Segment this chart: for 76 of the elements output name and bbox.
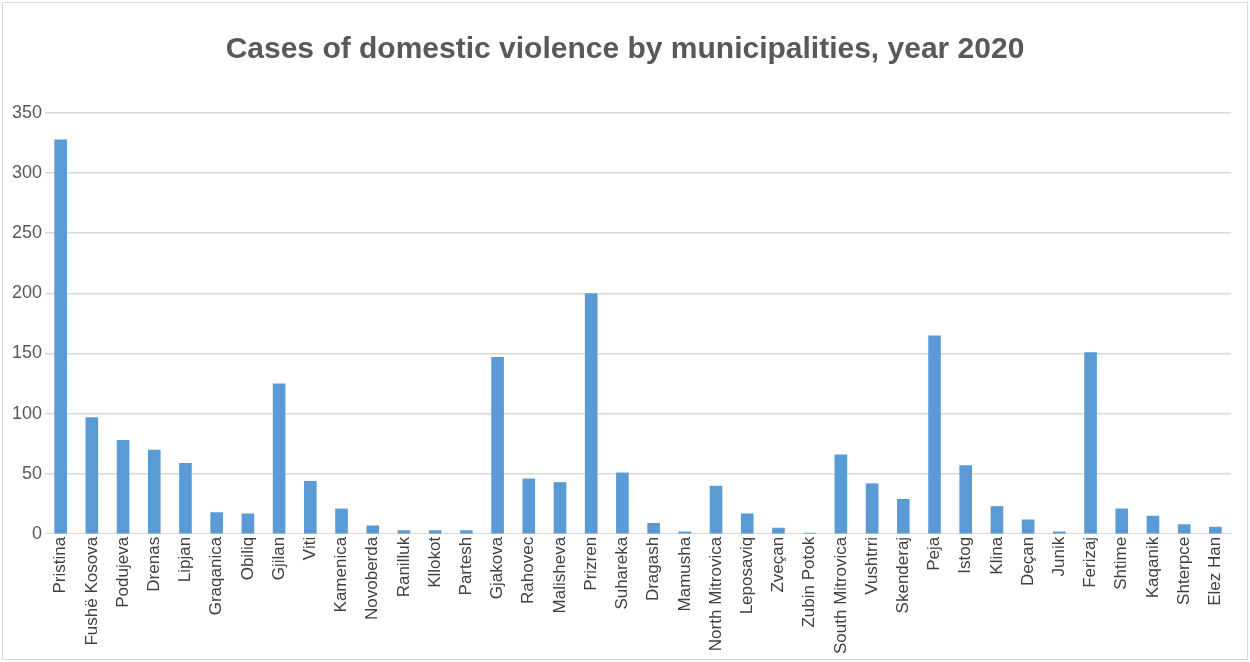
bar xyxy=(335,508,348,534)
x-tick-label: Kaqanik xyxy=(1142,536,1162,599)
x-tick-label: Zubin Potok xyxy=(799,536,819,628)
x-tick-label: Viti xyxy=(300,536,319,561)
x-tick-label: Novoberda xyxy=(362,536,382,621)
x-tick-label: Ferizaj xyxy=(1080,536,1100,588)
x-tick-label: Pristina xyxy=(50,536,70,594)
bar xyxy=(553,482,567,534)
x-tick-label: Zveçan xyxy=(768,536,788,593)
y-tick-label: 50 xyxy=(22,462,43,483)
x-tick-label: South Mitrovica xyxy=(830,536,850,655)
x-tick-label: Elez Han xyxy=(1205,536,1225,606)
bar xyxy=(1177,524,1191,534)
x-tick-label: Drenas xyxy=(143,536,163,592)
x-tick-label: Obiliq xyxy=(237,536,257,581)
bar xyxy=(959,465,973,534)
bar xyxy=(522,478,536,534)
x-tick-label: Deçan xyxy=(1017,536,1037,586)
x-tick-label: Kllokot xyxy=(424,536,444,588)
x-tick-label: Vushtrri xyxy=(861,536,881,595)
x-tick-label: Suhareka xyxy=(612,536,632,610)
y-tick-label: 100 xyxy=(11,402,43,423)
x-tick-label: Mamusha xyxy=(674,536,694,612)
x-tick-label: Rahovec xyxy=(518,536,538,604)
bar xyxy=(491,357,504,534)
y-tick-label: 250 xyxy=(11,222,43,243)
bar xyxy=(616,472,629,534)
bar xyxy=(647,523,660,534)
bar xyxy=(990,506,1004,534)
x-tick-label: Lipjan xyxy=(175,536,195,583)
x-tick-label: Partesh xyxy=(456,536,476,596)
x-tick-label: Klina xyxy=(986,536,1006,575)
x-tick-label: Istog xyxy=(955,536,975,574)
x-tick-label: Malisheva xyxy=(549,536,569,614)
y-tick-label: 350 xyxy=(11,101,43,122)
bar xyxy=(147,449,161,534)
bar xyxy=(272,383,286,534)
bar xyxy=(366,525,380,534)
bar xyxy=(584,293,598,534)
x-tick-label: Podujeva xyxy=(112,536,132,608)
x-tick-label: North Mitrovica xyxy=(705,536,725,652)
x-tick-label: Peja xyxy=(924,536,944,571)
y-tick-label: 0 xyxy=(32,522,43,543)
x-tick-label: Junik xyxy=(1049,536,1069,577)
bar xyxy=(834,454,848,534)
bar xyxy=(865,483,879,534)
bar xyxy=(1084,352,1097,534)
x-tick-label: Ranilluk xyxy=(393,536,413,598)
bar xyxy=(179,462,192,534)
bar xyxy=(210,512,224,534)
bar xyxy=(1115,508,1129,534)
x-tick-label: Graqanica xyxy=(206,536,226,616)
x-tick-label: Shtime xyxy=(1111,536,1131,590)
bar xyxy=(54,139,67,534)
x-tick-label: Fushë Kosova xyxy=(81,536,101,646)
x-tick-label: Dragash xyxy=(643,536,663,602)
bar xyxy=(740,513,754,534)
x-tick-label: Shterpce xyxy=(1173,536,1193,605)
y-tick-label: 300 xyxy=(11,162,43,183)
x-tick-label: Prizren xyxy=(580,536,600,591)
x-tick-label: Leposaviq xyxy=(736,536,756,615)
chart-title: Cases of domestic violence by municipalities, year 2020 xyxy=(224,31,1026,65)
bar xyxy=(928,335,941,534)
y-tick-label: 150 xyxy=(11,342,43,363)
x-tick-label: Skenderaj xyxy=(892,536,912,614)
bar xyxy=(85,417,99,534)
bar xyxy=(709,485,723,534)
bar xyxy=(1021,519,1035,534)
x-tick-label: Kamenica xyxy=(331,536,351,613)
bar xyxy=(241,513,255,534)
y-tick-label: 200 xyxy=(11,282,43,303)
bar xyxy=(304,480,317,534)
x-tick-label: Gjakova xyxy=(487,536,507,600)
x-tick-label: Gjilan xyxy=(268,536,288,581)
bar xyxy=(116,440,130,534)
bar xyxy=(896,498,910,534)
